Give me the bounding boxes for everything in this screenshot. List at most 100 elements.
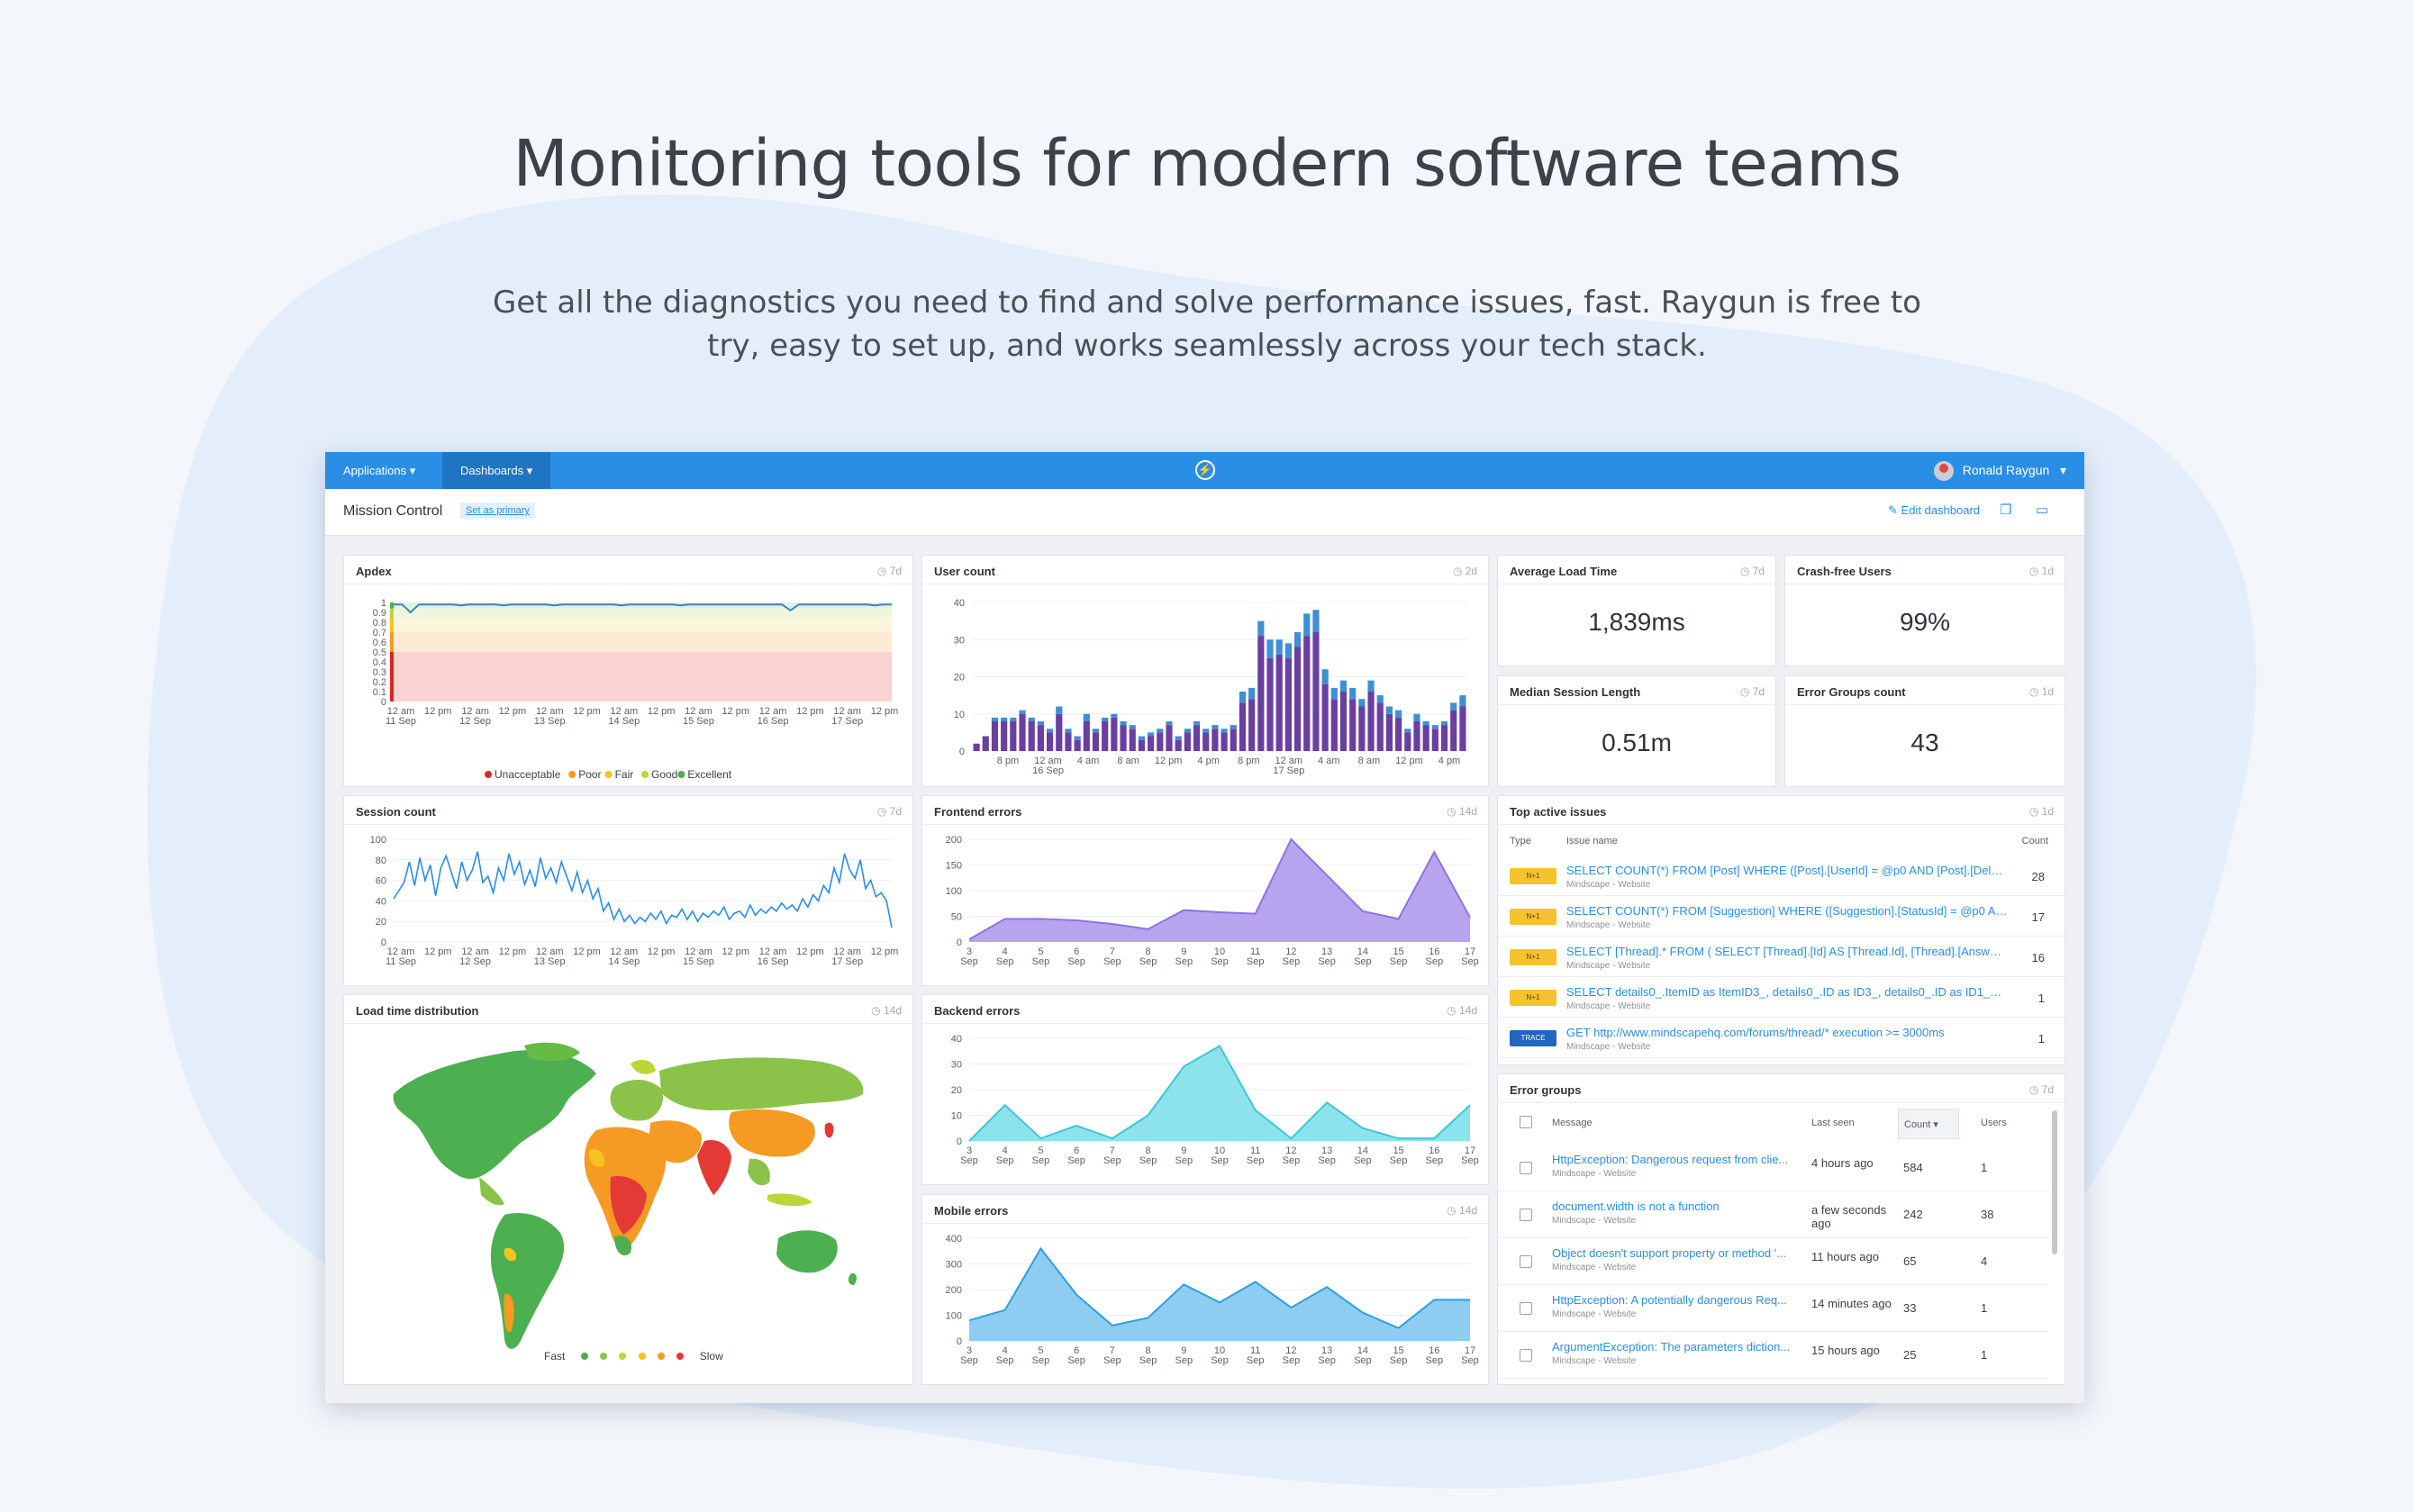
row-checkbox[interactable] bbox=[1520, 1349, 1532, 1362]
region-new-zealand[interactable] bbox=[848, 1272, 857, 1285]
region-russia[interactable] bbox=[659, 1057, 864, 1110]
issue-name-link[interactable]: SELECT details0_.ItemID as ItemID3_, det… bbox=[1566, 985, 2008, 999]
table-row[interactable]: HttpException: A potentially dangerous R… bbox=[1498, 1285, 2048, 1332]
clock-icon-range[interactable]: ◷ 1d bbox=[2028, 685, 2054, 698]
region-north-america[interactable] bbox=[393, 1050, 596, 1180]
x-tick-label: 12 pm bbox=[499, 706, 527, 717]
bar bbox=[1221, 732, 1228, 751]
legend-dot bbox=[638, 1353, 646, 1360]
x-tick-label: 8 am bbox=[1117, 756, 1139, 766]
x-tick-label: Sep bbox=[1139, 956, 1157, 967]
region-australia[interactable] bbox=[776, 1230, 838, 1273]
region-chile[interactable] bbox=[504, 1293, 514, 1333]
region-central-america[interactable] bbox=[479, 1177, 504, 1206]
applications-menu[interactable]: Applications ▾ bbox=[325, 452, 433, 489]
world-map[interactable] bbox=[344, 1024, 914, 1384]
bar-segment bbox=[991, 717, 999, 721]
clock-icon-range[interactable]: ◷ 14d bbox=[1447, 805, 1477, 818]
error-source: Mindscape - Website bbox=[1552, 1169, 1637, 1179]
bar bbox=[1248, 699, 1256, 751]
bar bbox=[1422, 725, 1429, 751]
clock-icon-range[interactable]: ◷ 1d bbox=[2028, 805, 2054, 818]
clock-icon-range[interactable]: ◷ 7d bbox=[876, 565, 902, 577]
dashboards-menu[interactable]: Dashboards ▾ bbox=[442, 452, 551, 489]
clock-icon-range[interactable]: ◷ 2d bbox=[1452, 565, 1477, 577]
error-message-link[interactable]: document.width is not a function bbox=[1552, 1200, 1720, 1213]
x-tick-label: Sep bbox=[1032, 1355, 1050, 1366]
clock-icon-range[interactable]: ◷ 7d bbox=[1739, 565, 1765, 577]
clock-icon-range[interactable]: ◷ 7d bbox=[1739, 685, 1765, 698]
scrollbar[interactable] bbox=[2052, 1110, 2057, 1254]
select-all-checkbox[interactable] bbox=[1520, 1116, 1532, 1128]
bar bbox=[1010, 721, 1017, 751]
region-south-america[interactable] bbox=[490, 1213, 565, 1349]
region-indonesia[interactable] bbox=[767, 1193, 812, 1207]
column-header-count-sort[interactable]: Count ▾ bbox=[1898, 1109, 1959, 1139]
table-row[interactable]: document.width is not a function Mindscap… bbox=[1498, 1191, 2048, 1238]
error-message-link[interactable]: Object doesn't support property or metho… bbox=[1552, 1246, 1787, 1260]
issue-name-link[interactable]: SELECT [Thread].* FROM ( SELECT [Thread]… bbox=[1566, 945, 2008, 958]
count-header-label: Count bbox=[1904, 1119, 1931, 1130]
y-tick-label: 50 bbox=[951, 912, 962, 923]
region-bolivia[interactable] bbox=[504, 1247, 517, 1262]
bar bbox=[1074, 739, 1081, 751]
region-india[interactable] bbox=[697, 1139, 731, 1195]
issue-name-link[interactable]: SELECT COUNT(*) FROM [Suggestion] WHERE … bbox=[1566, 904, 2008, 918]
clock-icon-range[interactable]: ◷ 14d bbox=[871, 1004, 902, 1017]
error-message-link[interactable]: HttpException: Dangerous request from cl… bbox=[1552, 1153, 1789, 1166]
x-tick-label: 14 bbox=[1357, 1345, 1368, 1356]
avatar bbox=[1933, 461, 1954, 482]
region-europe[interactable] bbox=[610, 1079, 664, 1121]
error-message-link[interactable]: HttpException: A potentially dangerous R… bbox=[1552, 1293, 1787, 1307]
row-checkbox[interactable] bbox=[1520, 1302, 1532, 1315]
region-scandinavia[interactable] bbox=[631, 1059, 656, 1074]
legend-label: Fair bbox=[615, 768, 634, 781]
row-checkbox[interactable] bbox=[1520, 1255, 1532, 1268]
table-row[interactable]: ArgumentException: The parameters dictio… bbox=[1498, 1332, 2048, 1379]
copy-icon[interactable]: ❐ bbox=[2000, 502, 2012, 518]
set-primary-link[interactable]: Set as primary bbox=[460, 502, 535, 519]
region-central-africa[interactable] bbox=[610, 1175, 647, 1235]
tv-mode-icon[interactable]: ▭ bbox=[2036, 502, 2049, 518]
issue-source: Mindscape - Website bbox=[1566, 961, 1651, 971]
clock-icon-range[interactable]: ◷ 7d bbox=[2028, 1083, 2054, 1096]
clock-icon-range[interactable]: ◷ 1d bbox=[2028, 565, 2054, 577]
table-row[interactable]: N+1 SELECT COUNT(*) FROM [Suggestion] WHE… bbox=[1498, 896, 2065, 937]
pencil-icon: ✎ bbox=[1888, 503, 1901, 517]
user-menu[interactable]: Ronald Raygun ▾ bbox=[1933, 452, 2066, 489]
x-tick-label: Sep bbox=[1175, 1155, 1193, 1166]
x-tick-label: 12 pm bbox=[573, 946, 601, 957]
table-row[interactable]: TRACE GET http://www.mindscapehq.com/foru… bbox=[1498, 1018, 2065, 1058]
raygun-logo-icon[interactable]: ⚡ bbox=[1195, 460, 1215, 480]
region-south-africa[interactable] bbox=[614, 1236, 632, 1256]
row-checkbox[interactable] bbox=[1520, 1162, 1532, 1174]
table-row[interactable]: N+1 SELECT [Thread].* FROM ( SELECT [Thre… bbox=[1498, 937, 2065, 977]
region-west-africa[interactable] bbox=[588, 1149, 605, 1168]
y-tick-label: 40 bbox=[376, 896, 386, 907]
row-checkbox[interactable] bbox=[1520, 1209, 1532, 1221]
region-china[interactable] bbox=[729, 1109, 815, 1157]
edit-dashboard-button[interactable]: ✎ Edit dashboard bbox=[1888, 503, 1980, 518]
issue-count: 1 bbox=[2037, 1032, 2045, 1046]
table-row[interactable]: HttpException: Dangerous request from cl… bbox=[1498, 1145, 2048, 1191]
apdex-band-marker bbox=[390, 652, 394, 702]
bar-segment bbox=[1138, 736, 1146, 740]
user-count-card: User count ◷ 2d 0 10 20 30 40 8 pm 12 am 16 Sep 4… bbox=[921, 555, 1489, 787]
clock-icon-range[interactable]: ◷ 7d bbox=[876, 805, 902, 818]
table-row[interactable]: N+1 SELECT details0_.ItemID as ItemID3_, … bbox=[1498, 977, 2065, 1018]
bar-segment bbox=[1239, 692, 1247, 703]
error-message-link[interactable]: ArgumentException: The parameters dictio… bbox=[1552, 1340, 1791, 1354]
table-row[interactable]: N+1 SELECT COUNT(*) FROM [Post] WHERE ([P… bbox=[1498, 856, 2065, 896]
region-japan[interactable] bbox=[824, 1122, 834, 1138]
region-southeast-asia[interactable] bbox=[748, 1158, 770, 1186]
region-greenland[interactable] bbox=[524, 1042, 580, 1062]
issue-name-link[interactable]: GET http://www.mindscapehq.com/forums/th… bbox=[1566, 1026, 1945, 1039]
range-label: 2d bbox=[1465, 565, 1477, 577]
clock-icon-range[interactable]: ◷ 14d bbox=[1447, 1204, 1477, 1217]
y-tick-label: 0.3 bbox=[373, 667, 386, 678]
table-row[interactable]: Object doesn't support property or metho… bbox=[1498, 1238, 2048, 1285]
clock-icon-range[interactable]: ◷ 14d bbox=[1447, 1004, 1477, 1017]
issue-name-link[interactable]: SELECT COUNT(*) FROM [Post] WHERE ([Post… bbox=[1566, 864, 2008, 877]
area-line bbox=[968, 1045, 1471, 1142]
y-tick-label: 200 bbox=[946, 1285, 962, 1296]
